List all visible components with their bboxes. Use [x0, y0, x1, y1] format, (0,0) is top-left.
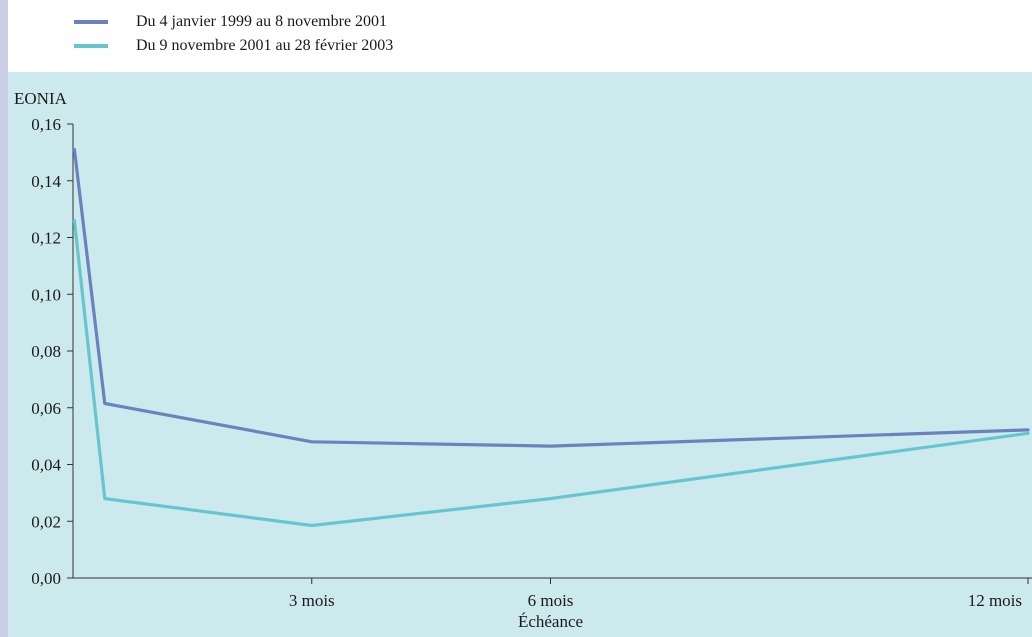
y-tick-label: 0,00 — [31, 569, 61, 588]
y-tick-label: 0,10 — [31, 285, 61, 304]
plot-panel — [8, 72, 1032, 637]
y-tick-label: 0,08 — [31, 342, 61, 361]
y-tick-label: 0,04 — [31, 456, 61, 475]
legend-label-series-2: Du 9 novembre 2001 au 28 février 2003 — [136, 37, 394, 54]
x-tick-label: 12 mois — [968, 591, 1022, 610]
legend-item-series-2: Du 9 novembre 2001 au 28 février 2003 — [74, 34, 393, 58]
x-tick-label: 3 mois — [289, 591, 335, 610]
y-tick-label: 0,02 — [31, 512, 61, 531]
x-tick-label: 6 mois — [528, 591, 574, 610]
series-line-1 — [72, 147, 1030, 448]
chart-legend: Du 4 janvier 1999 au 8 novembre 2001 Du … — [74, 10, 393, 58]
legend-item-series-1: Du 4 janvier 1999 au 8 novembre 2001 — [74, 10, 393, 34]
legend-swatch-series-1 — [74, 20, 108, 24]
y-tick-label: 0,12 — [31, 229, 61, 248]
y-tick-label: 0,06 — [31, 399, 61, 418]
series-line-2 — [72, 218, 1030, 528]
legend-label-series-1: Du 4 janvier 1999 au 8 novembre 2001 — [136, 13, 388, 30]
legend-swatch-series-2 — [74, 44, 108, 48]
y-tick-label: 0,16 — [31, 115, 61, 134]
y-tick-label: 0,14 — [31, 172, 61, 191]
y-axis-title: EONIA — [14, 89, 68, 108]
left-accent-strip — [0, 0, 8, 637]
x-axis-title: Échéance — [518, 612, 583, 631]
